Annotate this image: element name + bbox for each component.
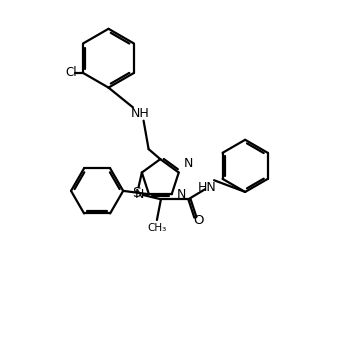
Text: HN: HN	[197, 181, 216, 194]
Text: NH: NH	[131, 107, 150, 120]
Text: N: N	[183, 157, 193, 170]
Text: Cl: Cl	[65, 66, 77, 80]
Text: N: N	[135, 188, 144, 201]
Text: S: S	[132, 186, 141, 200]
Text: N: N	[176, 188, 186, 201]
Text: CH₃: CH₃	[147, 223, 166, 233]
Text: O: O	[193, 214, 204, 227]
